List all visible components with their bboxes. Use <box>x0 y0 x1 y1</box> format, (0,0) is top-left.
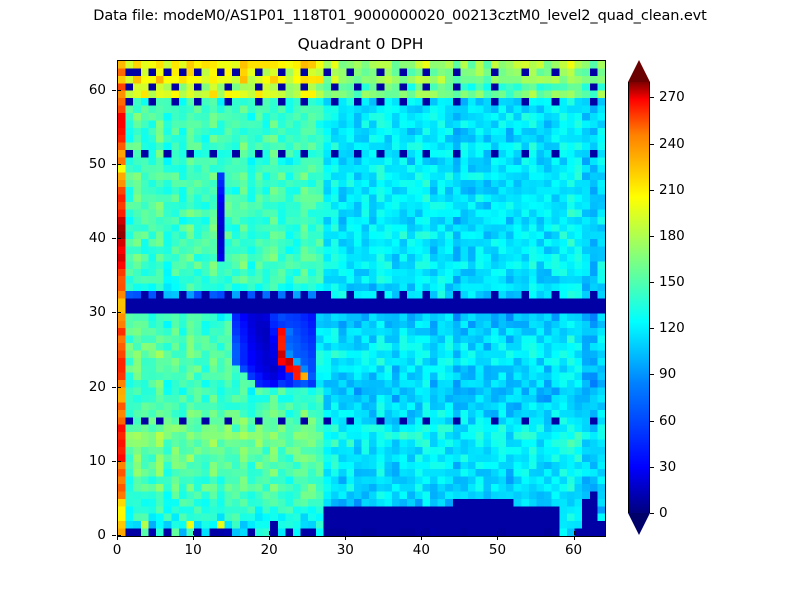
x-tick-mark-inner <box>573 531 575 535</box>
colorbar-tick-label: 0 <box>659 505 668 521</box>
colorbar-extend-min-arrow <box>628 513 650 535</box>
heatmap-image <box>118 61 605 536</box>
colorbar-tick-mark <box>650 189 654 191</box>
y-tick-label: 20 <box>88 378 106 395</box>
x-tick-mark <box>345 536 347 540</box>
x-tick-label: 20 <box>260 542 278 558</box>
axes-title: Quadrant 0 DPH <box>297 35 424 53</box>
colorbar-tick-mark <box>650 374 654 376</box>
colorbar-tick-label: 90 <box>659 366 677 383</box>
x-tick-mark-inner <box>117 531 118 535</box>
colorbar-tick-label: 60 <box>659 412 677 429</box>
colorbar-tick-mark <box>650 235 654 237</box>
y-tick-mark-inner <box>117 238 121 240</box>
y-tick-mark <box>112 89 116 91</box>
colorbar-tick-mark <box>650 97 654 99</box>
y-tick-mark-inner <box>117 163 121 165</box>
x-tick-label: 60 <box>564 542 583 558</box>
colorbar-tick-mark <box>650 420 654 422</box>
x-tick-mark-inner <box>193 531 195 535</box>
x-tick-label: 0 <box>112 542 122 558</box>
x-tick-mark-inner <box>345 531 347 535</box>
y-tick-mark <box>112 312 116 314</box>
x-tick-label: 30 <box>336 542 354 558</box>
colorbar-tick-label: 270 <box>659 89 685 106</box>
y-tick-mark-inner <box>117 312 121 314</box>
colorbar-tick-label: 210 <box>659 181 685 198</box>
colorbar-tick-label: 180 <box>659 227 685 244</box>
colorbar-tick-mark <box>650 328 654 330</box>
colorbar-tick-label: 120 <box>659 320 685 337</box>
y-tick-mark <box>112 238 116 240</box>
colorbar-tick-mark <box>650 282 654 284</box>
x-tick-mark <box>269 536 271 540</box>
x-tick-mark <box>193 536 195 540</box>
y-tick-label: 10 <box>88 452 106 469</box>
x-tick-mark <box>117 536 118 540</box>
x-tick-mark <box>573 536 575 540</box>
x-tick-label: 40 <box>412 542 430 558</box>
x-tick-label: 10 <box>184 542 202 558</box>
colorbar-tick-mark <box>650 513 654 514</box>
x-tick-mark <box>497 536 499 540</box>
y-tick-mark-inner <box>117 386 121 388</box>
y-tick-mark-inner <box>117 535 121 536</box>
figure-suptitle: Data file: modeM0/AS1P01_118T01_90000000… <box>93 8 707 24</box>
colorbar <box>628 60 650 535</box>
y-tick-mark-inner <box>117 460 121 462</box>
colorbar-tick-label: 240 <box>659 135 685 152</box>
y-tick-mark <box>112 386 116 388</box>
colorbar-tick-label: 150 <box>659 274 685 291</box>
colorbar-gradient <box>628 82 650 513</box>
y-tick-label: 30 <box>88 304 106 321</box>
colorbar-tick-mark <box>650 466 654 468</box>
y-tick-label: 60 <box>88 81 106 98</box>
colorbar-extend-max-arrow <box>628 60 650 82</box>
x-tick-mark-inner <box>421 531 423 535</box>
y-tick-mark-inner <box>117 89 121 91</box>
colorbar-tick-mark <box>650 143 654 145</box>
y-tick-mark <box>112 535 116 536</box>
y-tick-label: 50 <box>88 155 106 172</box>
y-tick-mark <box>112 460 116 462</box>
colorbar-tick-label: 30 <box>659 458 677 475</box>
heatmap-axes <box>117 60 606 537</box>
x-tick-mark-inner <box>497 531 499 535</box>
y-tick-label: 0 <box>97 527 106 543</box>
x-tick-mark-inner <box>269 531 271 535</box>
x-tick-mark <box>421 536 423 540</box>
y-tick-mark <box>112 163 116 165</box>
y-tick-label: 40 <box>88 230 106 247</box>
x-tick-label: 50 <box>488 542 507 558</box>
